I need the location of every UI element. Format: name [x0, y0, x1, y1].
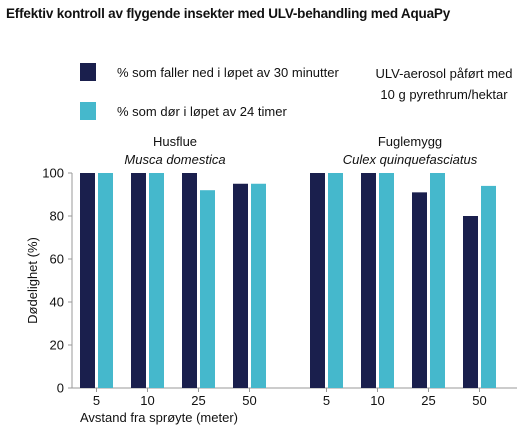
x-tick-label: 25	[191, 393, 205, 408]
group-species: Culex quinquefasciatus	[342, 152, 478, 167]
x-axis-label: Avstand fra sprøyte (meter)	[80, 410, 238, 425]
group-title-husflue: Husflue Musca domestica	[90, 134, 260, 167]
note-line-1: ULV-aerosol påført med	[375, 66, 513, 81]
x-tick-label: 10	[370, 393, 384, 408]
bar-husflue-10m-series2	[149, 173, 164, 388]
bar-husflue-50m-series2	[251, 183, 266, 388]
group-species: Musca domestica	[124, 152, 226, 167]
legend-swatch-series1	[80, 63, 96, 81]
bar-fuglemygg-5m-series1	[310, 173, 325, 388]
legend-swatch-series2	[80, 102, 96, 120]
y-tick-label: 40	[50, 295, 64, 310]
bar-fuglemygg-50m-series2	[481, 185, 496, 388]
bar-fuglemygg-5m-series2	[328, 173, 343, 388]
group-name: Fuglemygg	[377, 134, 443, 149]
bar-fuglemygg-25m-series2	[430, 173, 445, 388]
y-tick-label: 80	[50, 209, 64, 224]
bar-husflue-5m-series1	[80, 173, 95, 388]
bar-husflue-25m-series1	[182, 173, 197, 388]
bar-husflue-50m-series1	[233, 183, 248, 388]
bar-husflue-10m-series1	[131, 173, 146, 388]
bar-husflue-5m-series2	[98, 173, 113, 388]
bar-fuglemygg-10m-series2	[379, 173, 394, 388]
legend-item-series2: % som dør i løpet av 24 timer	[80, 100, 287, 122]
x-tick-label: 10	[140, 393, 154, 408]
y-tick-label: 0	[57, 381, 64, 396]
y-axis-label: Dødelighet (%)	[25, 237, 40, 324]
y-tick-label: 20	[50, 338, 64, 353]
x-tick-label: 25	[421, 393, 435, 408]
note-line-2: 10 g pyrethrum/hektar	[380, 87, 508, 102]
y-tick-label: 100	[42, 166, 64, 181]
legend-item-series1: % som faller ned i løpet av 30 minutter	[80, 61, 339, 83]
legend-label-series2: % som dør i løpet av 24 timer	[117, 103, 287, 119]
y-tick-label: 60	[50, 252, 64, 267]
x-tick-label: 5	[323, 393, 330, 408]
bar-fuglemygg-50m-series1	[463, 216, 478, 388]
bar-fuglemygg-25m-series1	[412, 192, 427, 388]
group-title-fuglemygg: Fuglemygg Culex quinquefasciatus	[320, 134, 500, 167]
x-tick-label: 5	[93, 393, 100, 408]
legend-label-series1: % som faller ned i løpet av 30 minutter	[117, 64, 339, 80]
bar-fuglemygg-10m-series1	[361, 173, 376, 388]
bar-husflue-25m-series2	[200, 190, 215, 388]
x-tick-label: 50	[472, 393, 486, 408]
x-tick-label: 50	[242, 393, 256, 408]
group-name: Husflue	[152, 134, 198, 149]
chart-title: Effektiv kontroll av flygende insekter m…	[6, 6, 450, 21]
